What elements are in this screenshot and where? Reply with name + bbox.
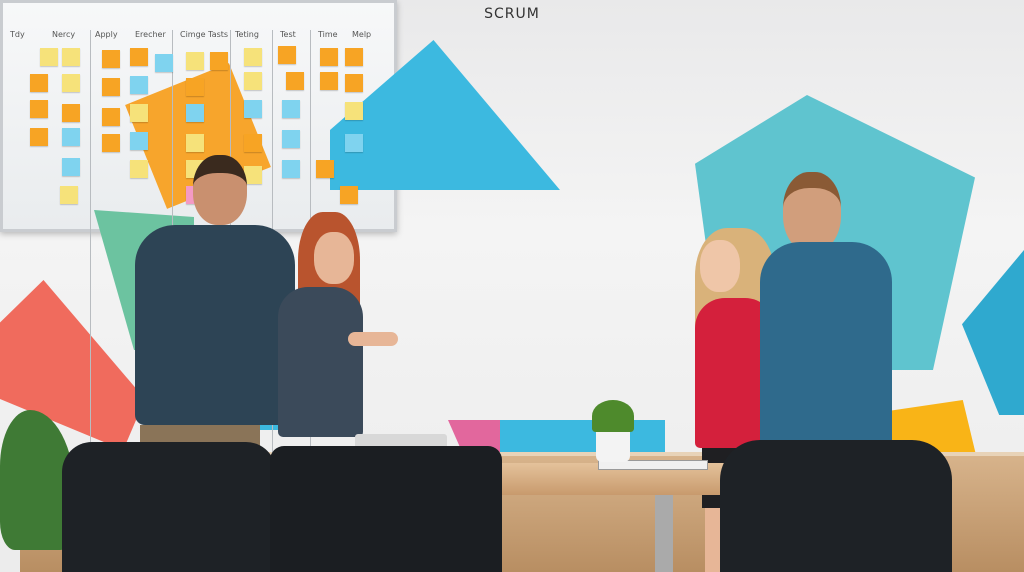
sticky-note xyxy=(62,104,80,122)
sticky-note xyxy=(62,128,80,146)
sticky-note xyxy=(286,72,304,90)
sticky-note xyxy=(130,132,148,150)
sticky-note xyxy=(62,158,80,176)
sticky-note xyxy=(155,54,173,72)
sticky-note xyxy=(40,48,58,66)
sticky-note xyxy=(345,48,363,66)
sticky-note xyxy=(345,102,363,120)
sticky-note xyxy=(345,134,363,152)
sticky-note xyxy=(278,46,296,64)
board-column-header: Cimge Tasts xyxy=(180,30,229,39)
potted-plant xyxy=(596,430,630,462)
sticky-note xyxy=(102,108,120,126)
sticky-note xyxy=(244,166,262,184)
sticky-note xyxy=(340,186,358,204)
sticky-note xyxy=(316,160,334,178)
board-column-header: Teting xyxy=(235,30,259,39)
cyan-wall-panel-edge xyxy=(962,250,1024,415)
sticky-note xyxy=(102,78,120,96)
board-column-header: Tdy xyxy=(10,30,25,39)
sticky-note xyxy=(345,74,363,92)
plant-leaves xyxy=(592,400,634,432)
sticky-note xyxy=(186,104,204,122)
board-column-header: Time xyxy=(318,30,338,39)
sticky-note xyxy=(102,50,120,68)
sticky-note xyxy=(244,134,262,152)
board-divider xyxy=(90,30,91,566)
sticky-note xyxy=(130,48,148,66)
sticky-note xyxy=(30,100,48,118)
sticky-note xyxy=(186,78,204,96)
sticky-note xyxy=(102,134,120,152)
chair-left xyxy=(62,442,276,572)
board-title: SCRUM xyxy=(484,6,540,22)
sticky-note xyxy=(244,72,262,90)
sticky-note xyxy=(244,100,262,118)
board-column-header: Nercy xyxy=(52,30,76,39)
board-column-header: Apply xyxy=(95,30,118,39)
sticky-note xyxy=(320,48,338,66)
sticky-note xyxy=(30,128,48,146)
sticky-note xyxy=(210,52,228,70)
chair-center xyxy=(270,446,502,572)
sticky-note xyxy=(186,52,204,70)
sticky-note xyxy=(320,72,338,90)
sticky-note xyxy=(62,48,80,66)
sticky-note xyxy=(244,48,262,66)
sticky-note xyxy=(60,186,78,204)
sticky-note xyxy=(282,130,300,148)
notebook xyxy=(598,460,708,470)
sticky-note xyxy=(62,74,80,92)
sticky-note xyxy=(186,134,204,152)
sticky-note xyxy=(30,74,48,92)
sticky-note xyxy=(130,160,148,178)
sticky-note xyxy=(130,76,148,94)
board-column-header: Erecher xyxy=(135,30,166,39)
sticky-note xyxy=(282,100,300,118)
desk-leg xyxy=(655,495,673,572)
sticky-note xyxy=(130,104,148,122)
chair-right xyxy=(720,440,952,572)
board-column-header: Test xyxy=(280,30,296,39)
board-column-header: Melp xyxy=(352,30,372,39)
person-woman-floral xyxy=(268,212,398,452)
sticky-note xyxy=(282,160,300,178)
